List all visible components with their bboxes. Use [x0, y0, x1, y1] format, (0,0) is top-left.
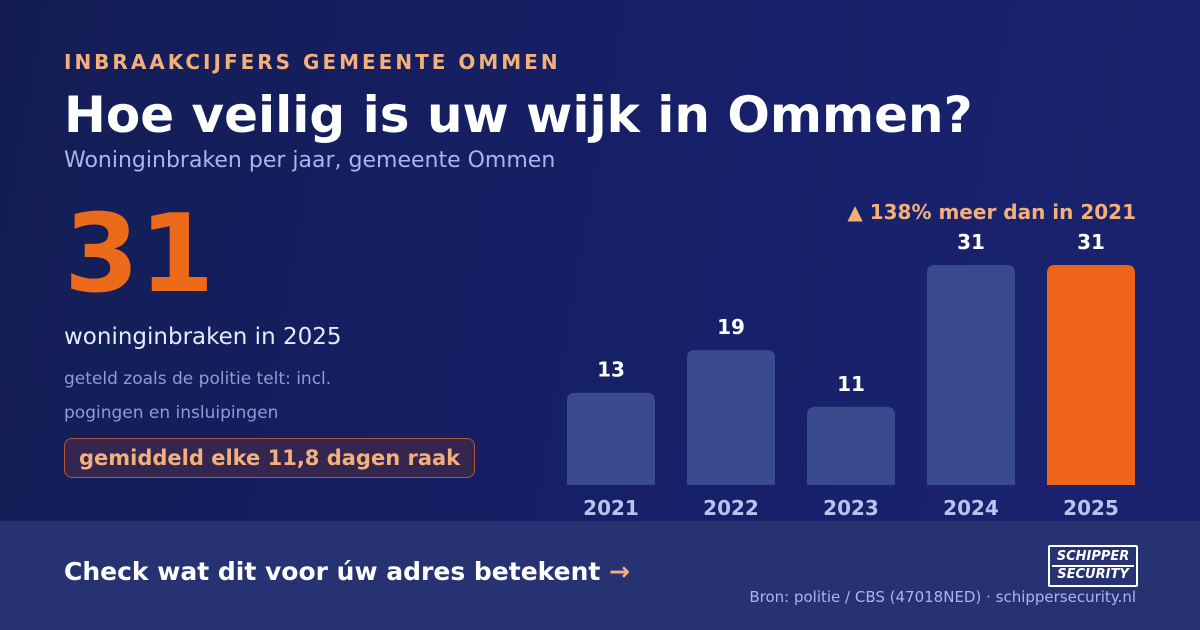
data-label-2022: 19	[717, 315, 745, 339]
bar-2021	[567, 392, 655, 485]
data-label-2025: 31	[1077, 230, 1105, 254]
tick-label-2022: 2022	[703, 496, 759, 520]
footer-band	[0, 521, 1200, 630]
counting-note: geteld zoals de politie telt: incl. pogi…	[64, 369, 332, 423]
tick-label-2024: 2024	[943, 496, 999, 520]
tick-label-2021: 2021	[583, 496, 639, 520]
bars-group: 13 2021 19 2022 11 2023 31 2024 31 2025	[567, 230, 1135, 520]
cta-link[interactable]: Check wat dit voor úw adres betekent →	[64, 557, 630, 586]
page-subtitle: Woninginbraken per jaar, gemeente Ommen	[64, 148, 556, 173]
bar-2022	[687, 350, 775, 485]
bar-2023	[807, 406, 895, 485]
growth-annotation: ▲ 138% meer dan in 2021	[847, 200, 1136, 224]
frequency-badge: gemiddeld elke 11,8 dagen raak	[64, 438, 476, 478]
cta-text: Check wat dit voor úw adres betekent	[64, 557, 601, 586]
highlight-number: 31	[64, 192, 215, 317]
data-label-2021: 13	[597, 358, 625, 382]
tick-label-2025: 2025	[1063, 496, 1119, 520]
tick-label-2023: 2023	[823, 496, 879, 520]
source-note: Bron: politie / CBS (47018NED) · schippe…	[749, 588, 1136, 606]
bar-2025	[1047, 265, 1135, 485]
data-label-2024: 31	[957, 230, 985, 254]
arrow-right-icon: →	[609, 557, 630, 586]
page-title: Hoe veilig is uw wijk in Ommen?	[64, 86, 973, 144]
data-label-2023: 11	[837, 372, 865, 396]
brand-logo: SCHIPPER SECURITY	[1048, 545, 1138, 587]
eyebrow-label: INBRAAKCIJFERS GEMEENTE OMMEN	[64, 50, 561, 74]
highlight-caption: woninginbraken in 2025	[64, 324, 342, 350]
burglary-bar-chart: ▲ 138% meer dan in 2021 13 2021 19 2022 11 20…	[567, 200, 1136, 520]
bar-2024	[927, 265, 1015, 485]
logo-line-1: SCHIPPER	[1056, 549, 1130, 564]
logo-line-2: SECURITY	[1052, 565, 1134, 583]
